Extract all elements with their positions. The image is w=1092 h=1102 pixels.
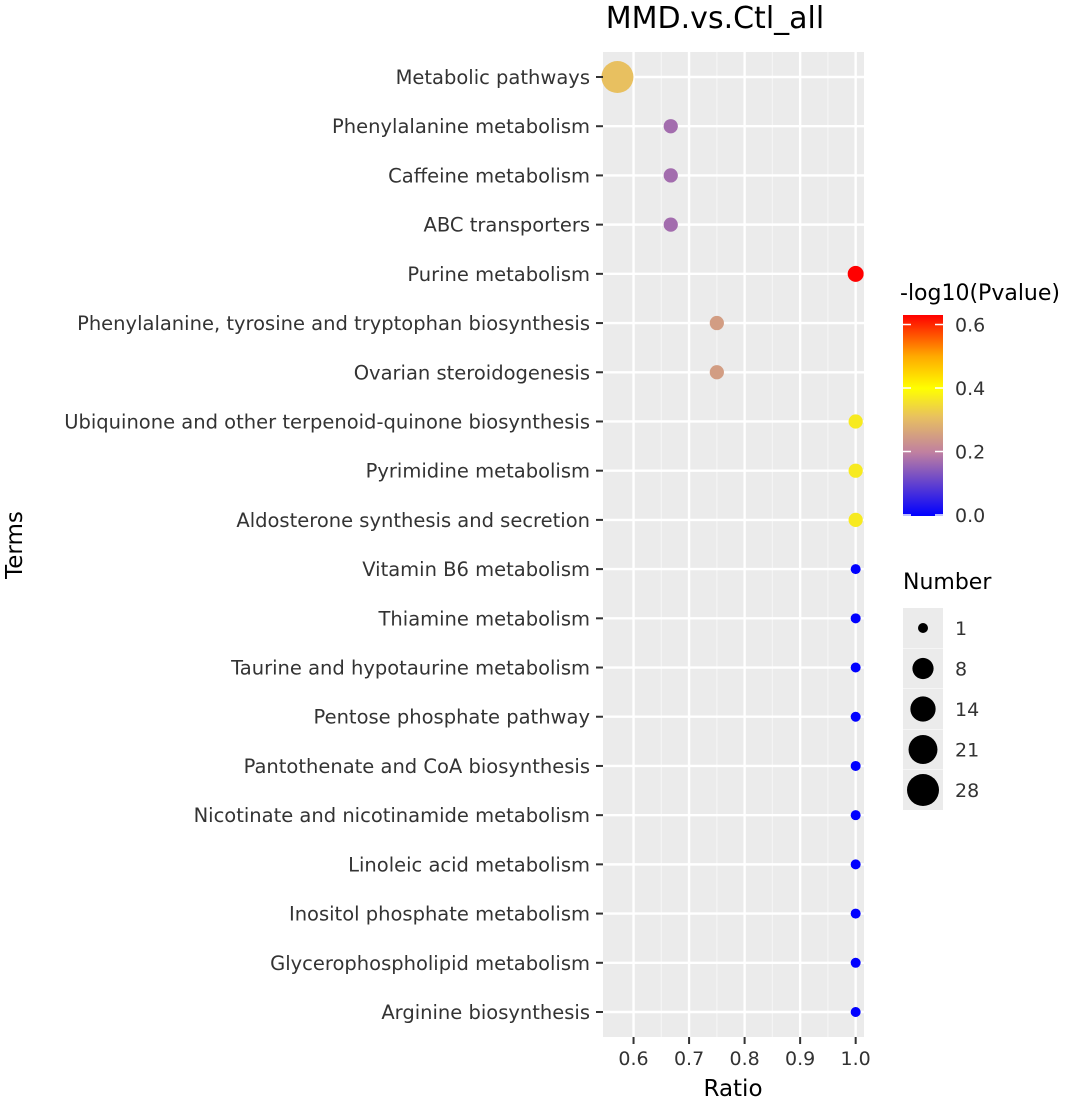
y-tick-label: Phenylalanine metabolism [332, 115, 590, 138]
y-tick-label: Arginine biosynthesis [381, 1001, 590, 1024]
color-legend-title: -log10(Pvalue) [900, 281, 1060, 306]
data-point [663, 168, 678, 183]
y-tick-label: Pyrimidine metabolism [366, 460, 590, 483]
y-tick-label: Thiamine metabolism [378, 607, 591, 630]
size-key-label: 28 [955, 780, 979, 802]
size-key-label: 8 [955, 659, 967, 681]
data-point [663, 217, 678, 232]
y-tick-label: Nicotinate and nicotinamide metabolism [194, 804, 590, 827]
data-point [601, 61, 634, 93]
data-point [850, 908, 861, 919]
color-legend: -log10(Pvalue) 0.0 0.2 0.4 0.6 [900, 281, 1060, 527]
data-point [850, 859, 861, 870]
y-tick-label: Phenylalanine, tyrosine and tryptophan b… [77, 312, 590, 335]
data-point [850, 760, 861, 771]
x-tick-label: 0.6 [618, 1048, 648, 1070]
colorbar-label: 0.0 [955, 505, 985, 527]
y-axis-title: Terms [2, 511, 28, 580]
minor-gridlines [660, 52, 829, 1037]
y-tick-label: Pantothenate and CoA biosynthesis [244, 755, 590, 778]
y-tick-label: Metabolic pathways [396, 66, 590, 89]
size-key-label: 1 [955, 618, 967, 640]
x-axis-title: Ratio [703, 1076, 762, 1102]
x-tick-label: 1.0 [841, 1048, 871, 1070]
colorbar-label: 0.4 [955, 378, 985, 400]
size-key-label: 14 [955, 699, 979, 721]
data-point [850, 662, 861, 673]
size-legend: Number 1 8 14 21 28 [903, 570, 992, 810]
y-tick-label: Ubiquinone and other terpenoid-quinone b… [64, 410, 590, 433]
data-point [709, 365, 724, 380]
major-gridlines [603, 52, 864, 1037]
size-key-dot [908, 735, 938, 764]
data-points [601, 61, 864, 1017]
y-tick-label: Glycerophospholipid metabolism [270, 952, 590, 975]
data-point [848, 512, 863, 528]
y-tick-label: Pentose phosphate pathway [314, 706, 590, 729]
colorbar-label: 0.6 [955, 315, 985, 337]
x-tick-label: 0.8 [729, 1048, 759, 1070]
y-tick-label: Linoleic acid metabolism [348, 853, 590, 876]
y-tick-label: Vitamin B6 metabolism [362, 558, 590, 581]
size-key-dot [918, 623, 928, 633]
y-tick-label: Aldosterone synthesis and secretion [236, 509, 590, 532]
data-point [663, 119, 678, 134]
x-tick-label: 0.7 [674, 1048, 704, 1070]
data-point [850, 564, 861, 575]
y-tick-label: Caffeine metabolism [388, 164, 590, 187]
data-point [848, 463, 863, 478]
data-point [850, 957, 861, 968]
data-point [847, 265, 864, 282]
x-axis: 0.6 0.7 0.8 0.9 1.0 [618, 1037, 871, 1070]
y-tick-label: Taurine and hypotaurine metabolism [230, 657, 590, 680]
data-point [850, 810, 861, 821]
y-tick-label: ABC transporters [424, 214, 590, 237]
y-tick-label: Inositol phosphate metabolism [289, 903, 590, 926]
data-point [850, 1007, 861, 1017]
colorbar-label: 0.2 [955, 442, 985, 464]
size-legend-title: Number [903, 570, 992, 595]
x-tick-label: 0.9 [785, 1048, 815, 1070]
data-point [848, 414, 863, 429]
chart-title: MMD.vs.Ctl_all [606, 1, 824, 36]
data-point [850, 711, 861, 722]
data-point [709, 315, 724, 331]
y-axis: Metabolic pathways Phenylalanine metaboli… [64, 66, 603, 1024]
size-key-dot [912, 657, 934, 680]
y-tick-label: Purine metabolism [407, 263, 590, 286]
y-tick-label: Ovarian steroidogenesis [354, 361, 590, 384]
plot-panel [603, 52, 864, 1037]
data-point [850, 613, 861, 624]
size-key-dot [910, 696, 936, 722]
size-key-dot [907, 774, 939, 806]
colorbar [903, 315, 943, 516]
size-key-label: 21 [955, 740, 979, 762]
